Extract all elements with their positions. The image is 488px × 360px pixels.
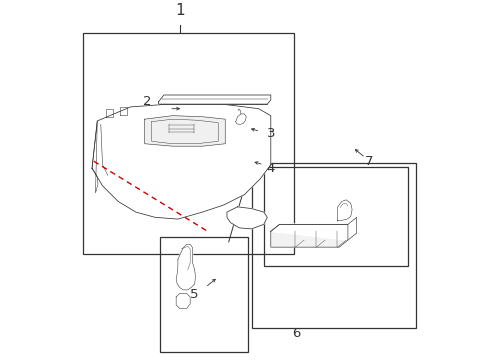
Polygon shape bbox=[176, 244, 195, 290]
Text: 4: 4 bbox=[266, 162, 274, 175]
Text: 1: 1 bbox=[175, 3, 184, 18]
Polygon shape bbox=[270, 224, 347, 247]
Text: 7: 7 bbox=[364, 155, 372, 168]
Polygon shape bbox=[144, 116, 225, 146]
Bar bbox=[160, 237, 247, 352]
Text: 2: 2 bbox=[143, 95, 151, 108]
Polygon shape bbox=[92, 102, 270, 219]
Bar bbox=[251, 163, 415, 328]
Polygon shape bbox=[270, 217, 356, 240]
Bar bbox=[263, 167, 407, 266]
Polygon shape bbox=[226, 207, 267, 229]
Text: 6: 6 bbox=[292, 327, 300, 339]
Polygon shape bbox=[92, 121, 98, 193]
Text: 3: 3 bbox=[266, 127, 274, 140]
Polygon shape bbox=[337, 200, 351, 221]
Polygon shape bbox=[235, 114, 246, 125]
Bar bbox=[83, 33, 293, 254]
Polygon shape bbox=[176, 293, 190, 309]
Polygon shape bbox=[158, 95, 270, 104]
Text: 5: 5 bbox=[189, 288, 198, 301]
